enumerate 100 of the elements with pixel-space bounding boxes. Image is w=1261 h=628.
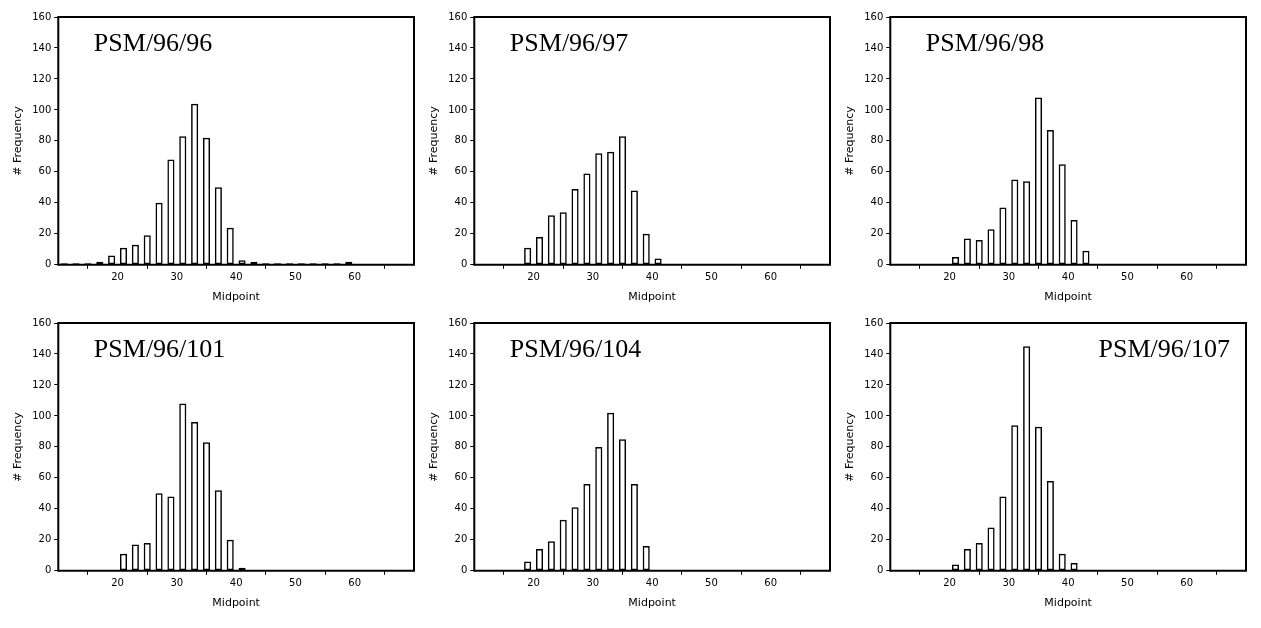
y-tick-label: 60 [38,471,52,483]
y-tick-label: 140 [864,347,884,359]
x-axis-title: Midpoint [628,596,677,610]
y-tick-label: 80 [38,440,52,452]
y-tick-label: 80 [454,134,468,146]
y-tick-label: 160 [32,10,52,22]
x-tick-label: 40 [645,577,659,589]
x-tick-label: 60 [1180,271,1194,283]
x-tick-label: 30 [170,577,184,589]
y-axis-title: # Frequency [843,105,857,176]
y-tick-label: 0 [876,564,884,576]
x-tick-label: 30 [1002,271,1016,283]
x-tick-label: 20 [111,271,124,283]
chart-title: PSM/96/96 [93,27,213,57]
y-axis-title: # Frequency [427,411,441,482]
chart-title: PSM/96/101 [93,333,226,363]
y-tick-label: 40 [38,502,52,514]
x-tick-label: 50 [1121,577,1134,589]
y-tick-label: 120 [864,378,884,390]
y-tick-label: 80 [870,440,884,452]
x-tick-label: 50 [705,271,718,283]
y-tick-label: 80 [454,440,468,452]
y-tick-label: 80 [870,134,884,146]
y-tick-label: 80 [38,134,52,146]
x-tick-label: 40 [1061,271,1075,283]
y-tick-label: 20 [454,227,468,239]
y-tick-label: 140 [32,347,52,359]
y-tick-label: 160 [864,316,884,328]
x-tick-label: 30 [586,271,600,283]
y-tick-label: 0 [44,258,52,270]
y-tick-label: 60 [454,471,468,483]
y-tick-label: 100 [32,409,52,421]
y-tick-label: 160 [448,316,468,328]
x-tick-label: 20 [527,271,540,283]
y-tick-label: 20 [454,533,468,545]
x-tick-label: 20 [943,271,956,283]
y-tick-label: 60 [870,165,884,177]
y-tick-label: 100 [448,409,468,421]
y-tick-label: 0 [460,564,468,576]
x-tick-label: 60 [348,577,362,589]
x-tick-label: 50 [1121,271,1134,283]
x-tick-label: 60 [764,577,778,589]
y-tick-label: 0 [876,258,884,270]
y-tick-label: 100 [32,103,52,115]
y-tick-label: 140 [448,41,468,53]
x-tick-label: 40 [229,271,243,283]
y-tick-label: 100 [448,103,468,115]
y-tick-label: 140 [448,347,468,359]
y-axis-title: # Frequency [843,411,857,482]
y-tick-label: 120 [864,72,884,84]
y-tick-label: 120 [32,72,52,84]
y-tick-label: 60 [38,165,52,177]
y-tick-label: 140 [32,41,52,53]
x-tick-label: 30 [586,577,600,589]
chart-title: PSM/96/107 [1098,333,1231,363]
x-tick-label: 50 [289,271,302,283]
y-tick-label: 40 [870,502,884,514]
y-tick-label: 120 [448,378,468,390]
y-tick-label: 120 [32,378,52,390]
y-tick-label: 20 [870,227,884,239]
y-tick-label: 40 [454,502,468,514]
y-tick-label: 0 [44,564,52,576]
y-tick-label: 40 [38,196,52,208]
x-tick-label: 60 [348,271,362,283]
chart-title: PSM/96/97 [509,27,629,57]
y-tick-label: 60 [454,165,468,177]
x-tick-label: 50 [705,577,718,589]
x-tick-label: 60 [764,271,778,283]
x-tick-label: 30 [1002,577,1016,589]
x-tick-label: 50 [289,577,302,589]
x-tick-label: 20 [943,577,956,589]
x-axis-title: Midpoint [1044,290,1093,304]
y-tick-label: 160 [448,10,468,22]
x-tick-label: 30 [170,271,184,283]
y-tick-label: 60 [870,471,884,483]
y-axis-title: # Frequency [11,105,25,176]
x-axis-title: Midpoint [212,596,261,610]
y-tick-label: 160 [864,10,884,22]
y-tick-label: 140 [864,41,884,53]
y-tick-label: 0 [460,258,468,270]
x-tick-label: 40 [229,577,243,589]
y-tick-label: 40 [454,196,468,208]
y-tick-label: 120 [448,72,468,84]
y-tick-label: 20 [38,227,52,239]
x-tick-label: 40 [645,271,659,283]
chart-title: PSM/96/98 [925,27,1045,57]
y-tick-label: 100 [864,103,884,115]
y-tick-label: 40 [870,196,884,208]
y-tick-label: 160 [32,316,52,328]
x-axis-title: Midpoint [212,290,261,304]
y-axis-title: # Frequency [11,411,25,482]
x-axis-title: Midpoint [628,290,677,304]
y-tick-label: 100 [864,409,884,421]
x-tick-label: 20 [527,577,540,589]
x-tick-label: 20 [111,577,124,589]
chart-title: PSM/96/104 [509,333,642,363]
x-tick-label: 60 [1180,577,1194,589]
y-axis-title: # Frequency [427,105,441,176]
x-tick-label: 40 [1061,577,1075,589]
y-tick-label: 20 [870,533,884,545]
